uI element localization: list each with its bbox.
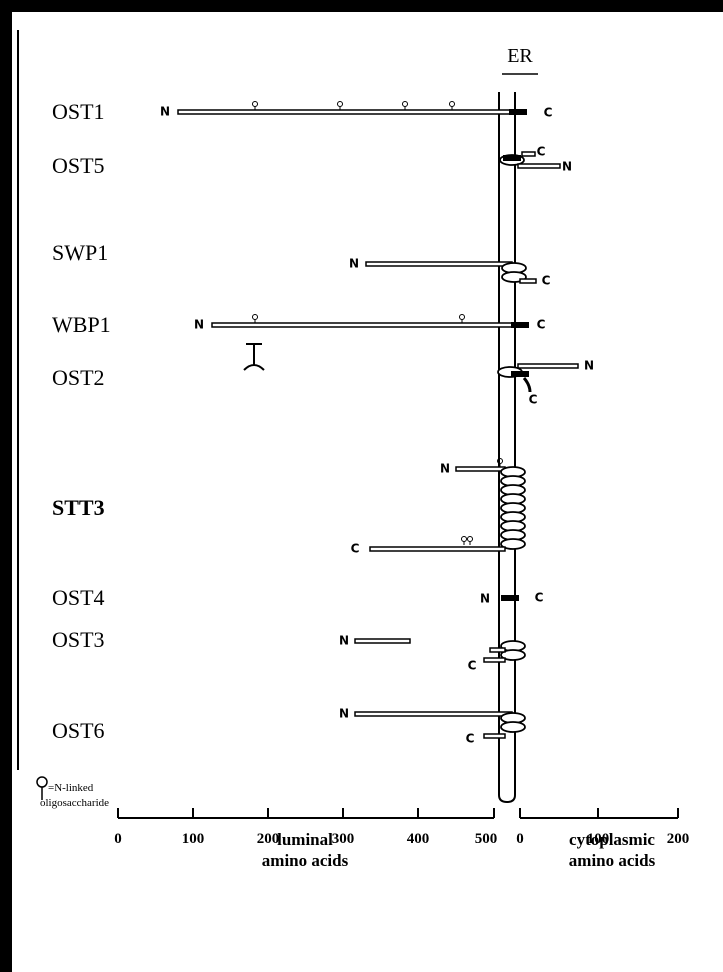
bracket (243, 343, 265, 371)
c-terminus: C (351, 542, 360, 556)
chain (211, 322, 513, 328)
chain (517, 163, 561, 169)
axis-title: amino acids (569, 851, 656, 870)
protein-name: STT3 (52, 495, 105, 520)
legend-text: =N-linked (48, 782, 94, 794)
c-terminus: C (529, 393, 538, 407)
axis-tick-label: 100 (182, 831, 205, 847)
tm-segment (501, 595, 519, 601)
glycan (497, 458, 503, 464)
chain (483, 733, 506, 739)
glycan (461, 536, 467, 542)
protein-name: OST2 (52, 365, 105, 390)
glycan (467, 536, 473, 542)
c-terminus: C (535, 591, 544, 605)
protein-name: SWP1 (52, 240, 108, 265)
c-terminus: C (466, 732, 475, 746)
axis-title: amino acids (262, 851, 349, 870)
chain (522, 377, 532, 393)
chain (177, 109, 513, 115)
axis-tick-label: 500 (475, 831, 498, 847)
glycan (402, 101, 408, 107)
axis-title: cytoplasmic (569, 830, 655, 849)
tm-segment (511, 371, 529, 377)
chain (354, 638, 411, 644)
tm-segment (511, 322, 529, 328)
legend-text: oligosaccharide (40, 797, 109, 809)
n-terminus: N (584, 359, 594, 373)
n-terminus: N (349, 257, 359, 271)
n-terminus: N (339, 707, 349, 721)
chain (489, 647, 506, 653)
chain (354, 711, 513, 717)
c-terminus: C (544, 106, 553, 120)
protein-name: OST1 (52, 99, 105, 124)
tm-loop (500, 538, 526, 550)
n-terminus: N (480, 592, 490, 606)
glycan (252, 314, 258, 320)
n-terminus: N (160, 105, 170, 119)
protein-name: OST5 (52, 153, 105, 178)
axis-tick-label: 200 (257, 831, 280, 847)
glycan (337, 101, 343, 107)
n-terminus: N (194, 318, 204, 332)
chain (369, 546, 506, 552)
chain (517, 363, 579, 369)
protein-name: OST3 (52, 627, 105, 652)
n-terminus: N (339, 634, 349, 648)
axis-tick-label: 200 (667, 831, 690, 847)
protein-name: WBP1 (52, 312, 111, 337)
axis-title: luminal (277, 830, 333, 849)
c-terminus: C (537, 318, 546, 332)
axis-tick-label: 0 (114, 831, 122, 847)
glycan (459, 314, 465, 320)
axis-tick-label: 0 (516, 831, 524, 847)
axis-tick-label: 400 (407, 831, 430, 847)
chain (521, 151, 536, 157)
chain (455, 466, 506, 472)
glycan (449, 101, 455, 107)
protein-name: OST4 (52, 585, 105, 610)
left-border (0, 0, 12, 972)
membrane (498, 92, 516, 804)
top-border (0, 0, 723, 12)
chain (365, 261, 513, 267)
n-terminus: N (440, 462, 450, 476)
c-terminus: C (468, 659, 477, 673)
axis-tick-label: 300 (332, 831, 355, 847)
tm-segment (503, 155, 521, 161)
n-terminus: N (562, 160, 572, 174)
tm-loop (500, 649, 526, 661)
protein-name: OST6 (52, 718, 105, 743)
tm-segment (509, 109, 527, 115)
c-terminus: C (537, 145, 546, 159)
chain (519, 278, 537, 284)
chain (483, 657, 506, 663)
tm-loop (500, 721, 526, 733)
glycan (252, 101, 258, 107)
er-label: ER (507, 45, 533, 67)
axis-tick-label: 100 (587, 831, 610, 847)
c-terminus: C (542, 274, 551, 288)
